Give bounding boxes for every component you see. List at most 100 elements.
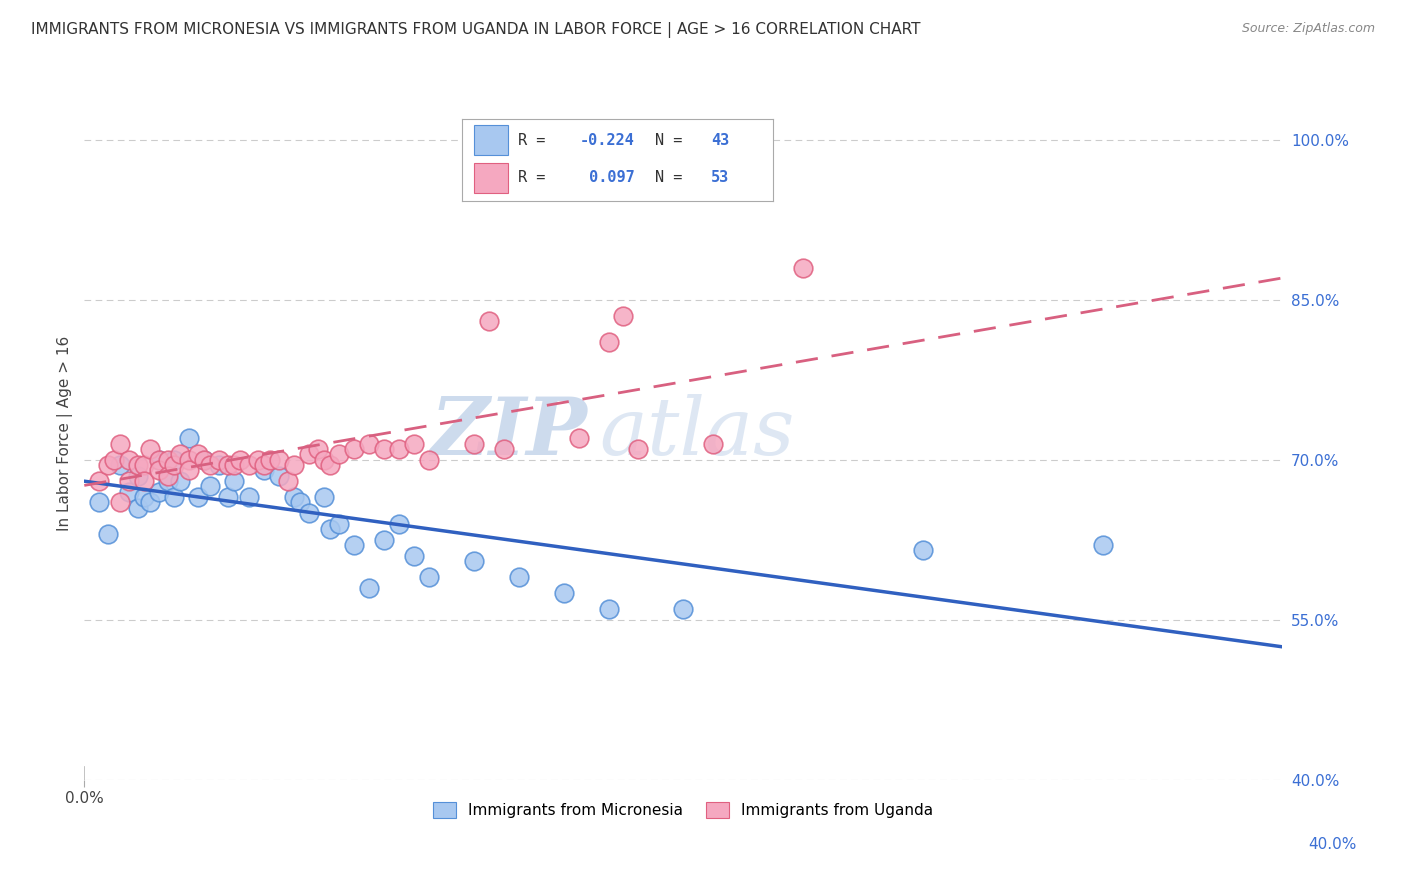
Point <box>148 463 170 477</box>
Point <box>418 570 440 584</box>
Point <box>148 452 170 467</box>
Point <box>402 436 425 450</box>
Point <box>672 602 695 616</box>
Point <box>247 452 270 467</box>
Text: ZIP: ZIP <box>430 394 588 472</box>
Point <box>463 436 485 450</box>
Point <box>492 442 515 456</box>
Point <box>89 495 111 509</box>
Point <box>238 490 260 504</box>
Point <box>319 458 342 472</box>
Point <box>388 516 411 531</box>
Point <box>307 442 329 456</box>
Point <box>179 452 201 467</box>
Point <box>208 458 231 472</box>
Point <box>229 452 252 467</box>
Point <box>267 468 290 483</box>
Point <box>598 602 620 616</box>
Point <box>567 431 589 445</box>
Point <box>343 442 366 456</box>
Point <box>478 314 501 328</box>
Point <box>169 474 191 488</box>
Point <box>110 436 132 450</box>
Point <box>163 452 186 467</box>
Point <box>139 495 162 509</box>
Point <box>627 442 650 456</box>
Point <box>198 458 221 472</box>
Point <box>1091 538 1114 552</box>
Point <box>134 458 156 472</box>
Point <box>418 452 440 467</box>
Point <box>253 458 276 472</box>
Text: IMMIGRANTS FROM MICRONESIA VS IMMIGRANTS FROM UGANDA IN LABOR FORCE | AGE > 16 C: IMMIGRANTS FROM MICRONESIA VS IMMIGRANTS… <box>31 22 921 38</box>
Point <box>148 484 170 499</box>
Point <box>277 474 299 488</box>
Point <box>187 447 209 461</box>
Point <box>319 522 342 536</box>
Point <box>198 479 221 493</box>
Point <box>238 458 260 472</box>
Point <box>402 549 425 563</box>
Point <box>208 452 231 467</box>
Point <box>118 474 141 488</box>
Point <box>598 335 620 350</box>
Point <box>118 452 141 467</box>
Point <box>298 447 321 461</box>
Point <box>139 442 162 456</box>
Point <box>222 474 245 488</box>
Point <box>187 490 209 504</box>
Point <box>253 463 276 477</box>
Text: atlas: atlas <box>599 394 794 472</box>
Point <box>388 442 411 456</box>
Point <box>298 506 321 520</box>
Point <box>179 431 201 445</box>
Point <box>553 586 575 600</box>
Point <box>110 458 132 472</box>
Point <box>267 452 290 467</box>
Point <box>118 484 141 499</box>
Point <box>110 495 132 509</box>
Point <box>97 458 120 472</box>
Point <box>222 458 245 472</box>
Point <box>463 554 485 568</box>
Point <box>217 458 239 472</box>
Point <box>792 260 814 275</box>
Point <box>193 452 215 467</box>
Point <box>373 442 395 456</box>
Point <box>217 490 239 504</box>
Point <box>283 458 305 472</box>
Point <box>911 543 934 558</box>
Point <box>134 474 156 488</box>
Point <box>134 490 156 504</box>
Point <box>312 452 335 467</box>
Point <box>127 458 149 472</box>
Point <box>157 474 180 488</box>
Point <box>288 495 311 509</box>
Point <box>157 468 180 483</box>
Legend: Immigrants from Micronesia, Immigrants from Uganda: Immigrants from Micronesia, Immigrants f… <box>427 796 939 824</box>
Point <box>612 309 634 323</box>
Text: Source: ZipAtlas.com: Source: ZipAtlas.com <box>1241 22 1375 36</box>
Point <box>312 490 335 504</box>
Point <box>97 527 120 541</box>
Point <box>259 452 281 467</box>
Point <box>328 447 350 461</box>
Point <box>103 452 125 467</box>
Point <box>89 474 111 488</box>
Point <box>157 452 180 467</box>
Point <box>169 447 191 461</box>
Point <box>702 436 724 450</box>
Point <box>343 538 366 552</box>
Point <box>163 490 186 504</box>
Point <box>193 452 215 467</box>
Text: 40.0%: 40.0% <box>1309 837 1357 852</box>
Point <box>127 468 149 483</box>
Point <box>357 436 380 450</box>
Point <box>283 490 305 504</box>
Point <box>373 533 395 547</box>
Y-axis label: In Labor Force | Age > 16: In Labor Force | Age > 16 <box>58 335 73 531</box>
Point <box>163 458 186 472</box>
Point <box>148 452 170 467</box>
Point <box>328 516 350 531</box>
Point <box>127 500 149 515</box>
